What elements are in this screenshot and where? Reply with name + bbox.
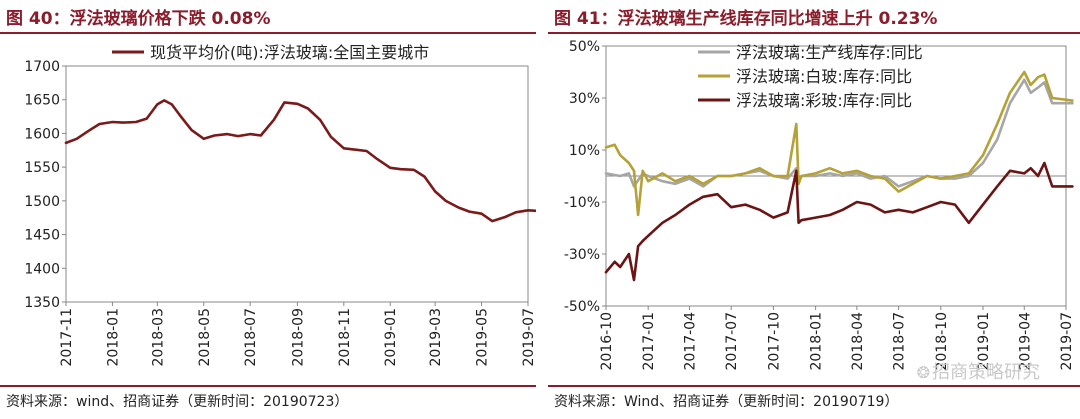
x-tick-label: 2019-04	[1017, 312, 1033, 371]
inventory-yoy-line-chart: -50% -30% -10% 10% 30% 50% 2016-10 2017-01 2017-…	[564, 39, 1075, 371]
x-tick-label: 2018-11	[337, 308, 353, 367]
y-tick-label: -50%	[564, 299, 600, 315]
x-tick-label: 2017-11	[59, 308, 75, 367]
y-tick-label: 1600	[24, 126, 60, 142]
x-tick-label: 2019-01	[976, 312, 992, 371]
x-tick-label: 2018-04	[850, 312, 866, 371]
x-tick-label: 2018-05	[197, 308, 213, 367]
wechat-icon: ❂	[916, 363, 930, 382]
legend-label-1: 浮法玻璃:生产线库存:同比	[736, 43, 923, 62]
right-source-note: 资料来源：Wind、招商证券（更新时间：20190719）	[554, 394, 899, 410]
right-source-rule	[548, 385, 1080, 387]
right-figure-panel: 图 41：浮法玻璃生产线库存同比增速上升 0.23% -50% -30% -10% 1…	[548, 0, 1080, 419]
legend-label-2: 浮法玻璃:白玻:库存:同比	[736, 67, 912, 86]
left-title-rule	[0, 32, 536, 34]
legend-label-1: 现货平均价(吨):浮法玻璃:全国主要城市	[150, 43, 429, 62]
x-tick-label: 2019-03	[428, 308, 444, 367]
watermark: ❂ 招商策略研究	[917, 358, 1040, 384]
series-line-3	[604, 161, 1074, 282]
x-tick-label: 2019-07	[521, 308, 536, 367]
series-line-2	[604, 70, 1074, 217]
y-tick-label: 1500	[24, 194, 60, 210]
x-tick-label: 2018-01	[105, 308, 121, 367]
y-tick-label: 1700	[24, 59, 60, 75]
price-line-chart: 1350 1400 1450 1500 1550 1600 1650 1700 2017-11 2…	[24, 43, 536, 367]
x-tick-label: 2018-03	[150, 308, 166, 367]
x-tick-label: 2018-01	[809, 312, 825, 371]
left-figure-title: 图 40：浮法玻璃价格下跌 0.08%	[6, 9, 271, 29]
y-tick-label: 10%	[569, 143, 600, 159]
x-tick-label: 2019-05	[475, 308, 491, 367]
left-source-rule	[0, 385, 536, 387]
y-tick-label: 1350	[24, 295, 60, 311]
x-tick-label: 2016-10	[599, 312, 615, 371]
y-tick-label: -10%	[564, 195, 600, 211]
left-source-note: 资料来源：wind、招商证券（更新时间：20190723）	[6, 394, 349, 410]
x-tick-label: 2017-07	[724, 312, 740, 371]
y-tick-label: 1650	[24, 93, 60, 109]
x-tick-label: 2018-10	[934, 312, 950, 371]
x-tick-label: 2019-01	[383, 308, 399, 367]
right-title-rule	[548, 32, 1080, 34]
x-tick-label: 2018-07	[243, 308, 259, 367]
right-figure-title: 图 41：浮法玻璃生产线库存同比增速上升 0.23%	[554, 9, 938, 29]
x-tick-label: 2017-10	[766, 312, 782, 371]
plot-frame	[65, 65, 529, 303]
y-tick-label: 1550	[24, 160, 60, 176]
x-tick-label: 2018-09	[290, 308, 306, 367]
y-tick-label: -30%	[564, 247, 600, 263]
series-line-1	[64, 99, 536, 223]
x-tick-label: 2018-07	[892, 312, 908, 371]
watermark-text: 招商策略研究	[932, 362, 1040, 383]
y-tick-label: 50%	[569, 39, 600, 55]
x-tick-label: 2017-01	[641, 312, 657, 371]
left-figure-panel: 图 40：浮法玻璃价格下跌 0.08% 1350 1400 1450 1500 1550…	[0, 0, 536, 419]
y-tick-label: 30%	[569, 91, 600, 107]
y-tick-label: 1400	[24, 261, 60, 277]
y-tick-label: 1450	[24, 228, 60, 244]
x-tick-label: 2017-04	[682, 312, 698, 371]
legend-label-3: 浮法玻璃:彩玻:库存:同比	[736, 91, 912, 110]
series-line-1	[604, 78, 1074, 188]
x-tick-label: 2019-07	[1059, 312, 1075, 371]
